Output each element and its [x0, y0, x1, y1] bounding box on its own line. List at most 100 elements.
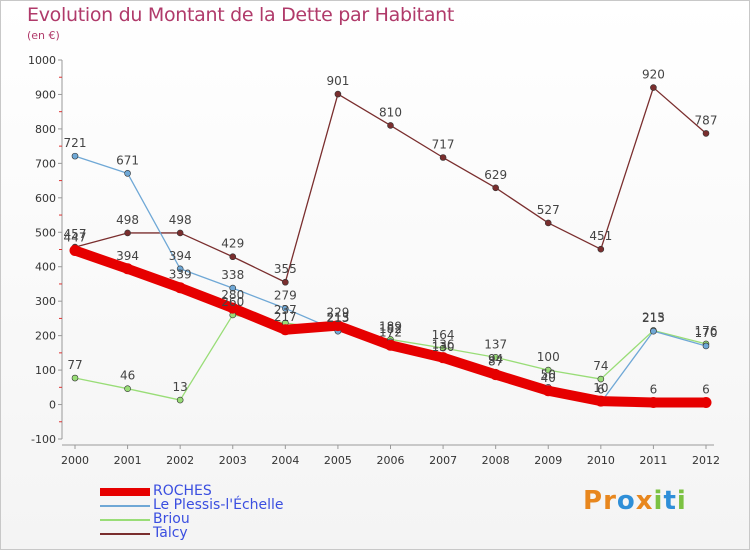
y-tick-label: 800 — [35, 123, 56, 136]
data-point — [122, 263, 134, 275]
data-label: 394 — [116, 249, 139, 263]
data-label: 279 — [274, 288, 297, 302]
data-point — [124, 229, 131, 237]
data-point — [439, 344, 447, 352]
y-tick-label: 500 — [35, 226, 56, 239]
data-label: 429 — [221, 237, 244, 251]
y-tick-label: 1000 — [28, 54, 56, 67]
data-point — [544, 366, 552, 374]
data-point — [334, 90, 342, 98]
data-point — [71, 152, 79, 160]
x-tick-label: 2007 — [429, 454, 457, 467]
logo-letter: P — [583, 486, 604, 516]
data-label: 170 — [695, 326, 718, 340]
data-label: 164 — [432, 328, 455, 342]
data-label: 339 — [169, 268, 192, 282]
data-point — [437, 352, 449, 364]
data-label: 229 — [326, 306, 349, 320]
proxiti-logo: Proxiti — [583, 486, 687, 516]
x-tick-label: 2001 — [114, 454, 142, 467]
data-label: 217 — [274, 310, 297, 324]
logo-letter: i — [676, 486, 687, 516]
data-point — [385, 339, 396, 351]
data-label: 920 — [642, 68, 665, 82]
data-label: 46 — [120, 369, 135, 383]
data-label: 394 — [169, 249, 192, 263]
y-tick-label: 900 — [35, 88, 56, 101]
data-point — [176, 229, 184, 237]
data-label: 213 — [642, 311, 665, 325]
data-label: 671 — [116, 153, 139, 167]
legend-label: Briou — [153, 511, 190, 527]
data-point — [71, 374, 79, 382]
logo-letter: i — [653, 486, 664, 516]
data-point — [229, 253, 237, 261]
data-label: 498 — [116, 213, 139, 227]
data-label: 457 — [64, 227, 87, 241]
chart-subtitle: (en €) — [27, 29, 60, 42]
data-point — [595, 395, 607, 407]
data-point — [282, 305, 289, 312]
x-tick-label: 2010 — [587, 454, 615, 467]
data-label: 338 — [221, 268, 244, 282]
data-label: 498 — [169, 213, 192, 227]
data-label: 629 — [484, 168, 507, 182]
data-label: 94 — [488, 352, 503, 366]
data-label: 13 — [173, 380, 188, 394]
logo-letter: t — [663, 486, 677, 516]
data-point — [700, 396, 712, 408]
data-point — [439, 154, 447, 161]
legend-label: ROCHES — [153, 483, 212, 499]
y-tick-label: 600 — [35, 192, 56, 205]
line-chart: -100 0 100 200 300 400 500 600 700 800 900 1000 2000… — [28, 54, 720, 467]
data-point — [176, 396, 184, 404]
data-label: 213 — [326, 311, 349, 325]
data-point — [647, 396, 659, 408]
data-label: 87 — [488, 355, 503, 369]
logo-letter: o — [616, 486, 636, 516]
data-label: 787 — [695, 113, 718, 127]
y-tick-label: -100 — [31, 433, 56, 446]
data-point — [490, 369, 502, 381]
logo-letter: r — [603, 486, 617, 516]
x-tick-label: 2009 — [534, 454, 562, 467]
data-label: 447 — [64, 231, 87, 245]
x-tick-label: 2012 — [692, 454, 720, 467]
data-point — [229, 284, 237, 292]
data-label: 451 — [589, 229, 612, 243]
data-label: 136 — [432, 338, 455, 352]
data-point — [174, 282, 186, 294]
data-label: 280 — [221, 288, 244, 302]
logo-letter: x — [635, 486, 654, 516]
data-label: 901 — [326, 74, 349, 88]
data-label: 6 — [702, 382, 710, 396]
data-label: 182 — [379, 322, 402, 336]
data-label: 40 — [541, 371, 556, 385]
y-tick-label: 100 — [35, 364, 56, 377]
data-label: 810 — [379, 105, 402, 119]
data-label: 215 — [326, 310, 349, 324]
data-label: 10 — [593, 381, 608, 395]
data-label: 717 — [432, 138, 455, 152]
y-tick-label: 700 — [35, 157, 56, 170]
legend-swatch — [100, 488, 150, 496]
legend-label: Talcy — [153, 525, 188, 541]
legend-swatch — [100, 519, 150, 521]
data-point — [176, 265, 184, 273]
data-point — [597, 375, 605, 383]
data-point — [492, 184, 499, 192]
x-tick-label: 2005 — [324, 454, 352, 467]
legend-label: Le Plessis-l'Échelle — [153, 497, 284, 513]
y-tick-label: 300 — [35, 295, 56, 308]
x-tick-label: 2006 — [377, 454, 405, 467]
y-tick-label: 0 — [49, 399, 56, 412]
data-label: 215 — [642, 310, 665, 324]
data-point — [279, 324, 291, 336]
data-label: 237 — [274, 303, 297, 317]
data-label: 6 — [650, 382, 658, 396]
data-label: 74 — [593, 359, 608, 373]
x-tick-label: 2004 — [271, 454, 299, 467]
data-point — [387, 122, 394, 129]
legend-swatch — [100, 505, 150, 507]
